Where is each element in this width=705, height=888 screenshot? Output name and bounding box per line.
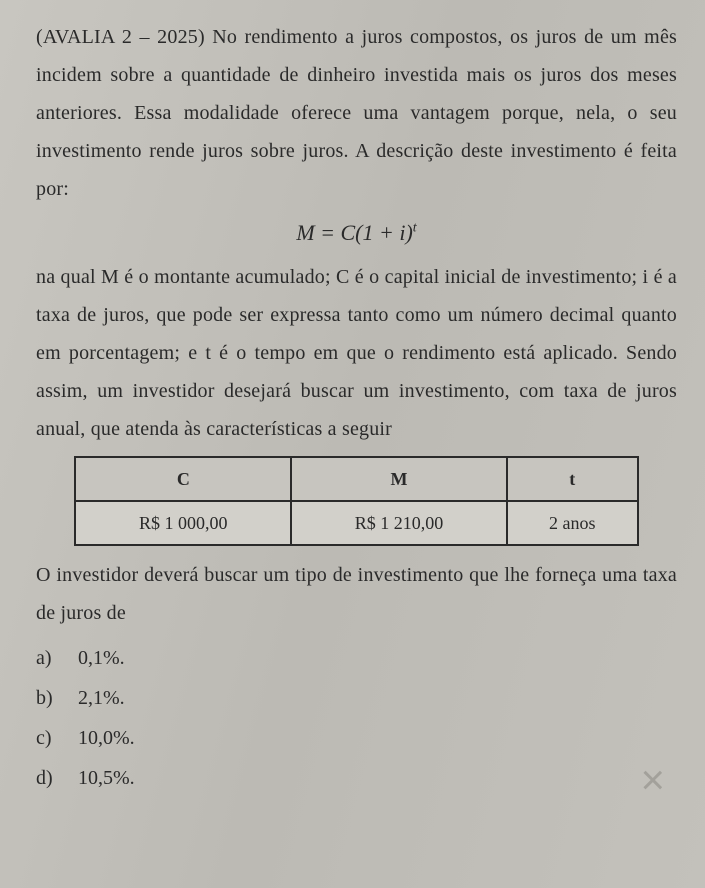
formula-base: C(1 + i) bbox=[341, 220, 413, 245]
pencil-x-mark: × bbox=[640, 740, 665, 820]
formula-exponent: t bbox=[413, 221, 417, 236]
exam-question-page: (AVALIA 2 – 2025) No rendimento a juros … bbox=[0, 0, 705, 888]
option-letter: d) bbox=[36, 758, 64, 798]
question-intro: (AVALIA 2 – 2025) No rendimento a juros … bbox=[36, 18, 677, 208]
option-text: 2,1%. bbox=[78, 678, 125, 718]
option-c[interactable]: c) 10,0%. bbox=[36, 718, 677, 758]
option-text: 0,1%. bbox=[78, 638, 125, 678]
option-text: 10,5%. bbox=[78, 758, 135, 798]
formula-lhs: M bbox=[296, 220, 314, 245]
col-header-c: C bbox=[75, 457, 291, 501]
parameters-table: C M t R$ 1 000,00 R$ 1 210,00 2 anos bbox=[74, 456, 638, 546]
option-letter: b) bbox=[36, 678, 64, 718]
option-d[interactable]: d) 10,5%. bbox=[36, 758, 677, 798]
option-text: 10,0%. bbox=[78, 718, 135, 758]
option-letter: a) bbox=[36, 638, 64, 678]
cell-c: R$ 1 000,00 bbox=[75, 501, 291, 545]
option-a[interactable]: a) 0,1%. bbox=[36, 638, 677, 678]
table-data-row: R$ 1 000,00 R$ 1 210,00 2 anos bbox=[75, 501, 637, 545]
col-header-t: t bbox=[507, 457, 638, 501]
formula: M = C(1 + i)t bbox=[36, 212, 677, 254]
table-header-row: C M t bbox=[75, 457, 637, 501]
col-header-m: M bbox=[291, 457, 507, 501]
formula-eq: = bbox=[315, 220, 341, 245]
option-b[interactable]: b) 2,1%. bbox=[36, 678, 677, 718]
question-body: na qual M é o montante acumulado; C é o … bbox=[36, 258, 677, 448]
cell-t: 2 anos bbox=[507, 501, 638, 545]
option-letter: c) bbox=[36, 718, 64, 758]
cell-m: R$ 1 210,00 bbox=[291, 501, 507, 545]
question-prompt: O investidor deverá buscar um tipo de in… bbox=[36, 556, 677, 632]
answer-options: a) 0,1%. b) 2,1%. c) 10,0%. d) 10,5%. bbox=[36, 638, 677, 798]
